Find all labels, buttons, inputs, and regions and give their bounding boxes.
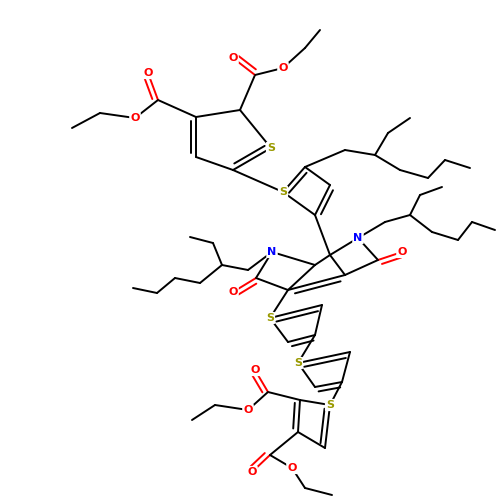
Text: S: S [266,313,274,323]
Text: S: S [294,358,302,368]
Text: O: O [248,467,256,477]
Text: O: O [398,247,406,257]
Text: N: N [268,247,276,257]
Text: O: O [130,113,140,123]
Text: N: N [354,233,362,243]
Text: O: O [288,463,296,473]
Text: O: O [228,53,237,63]
Text: O: O [244,405,252,415]
Text: S: S [326,400,334,410]
Text: O: O [250,365,260,375]
Text: O: O [144,68,152,78]
Text: O: O [228,287,237,297]
Text: S: S [279,187,287,197]
Text: O: O [278,63,287,73]
Text: S: S [267,143,275,153]
